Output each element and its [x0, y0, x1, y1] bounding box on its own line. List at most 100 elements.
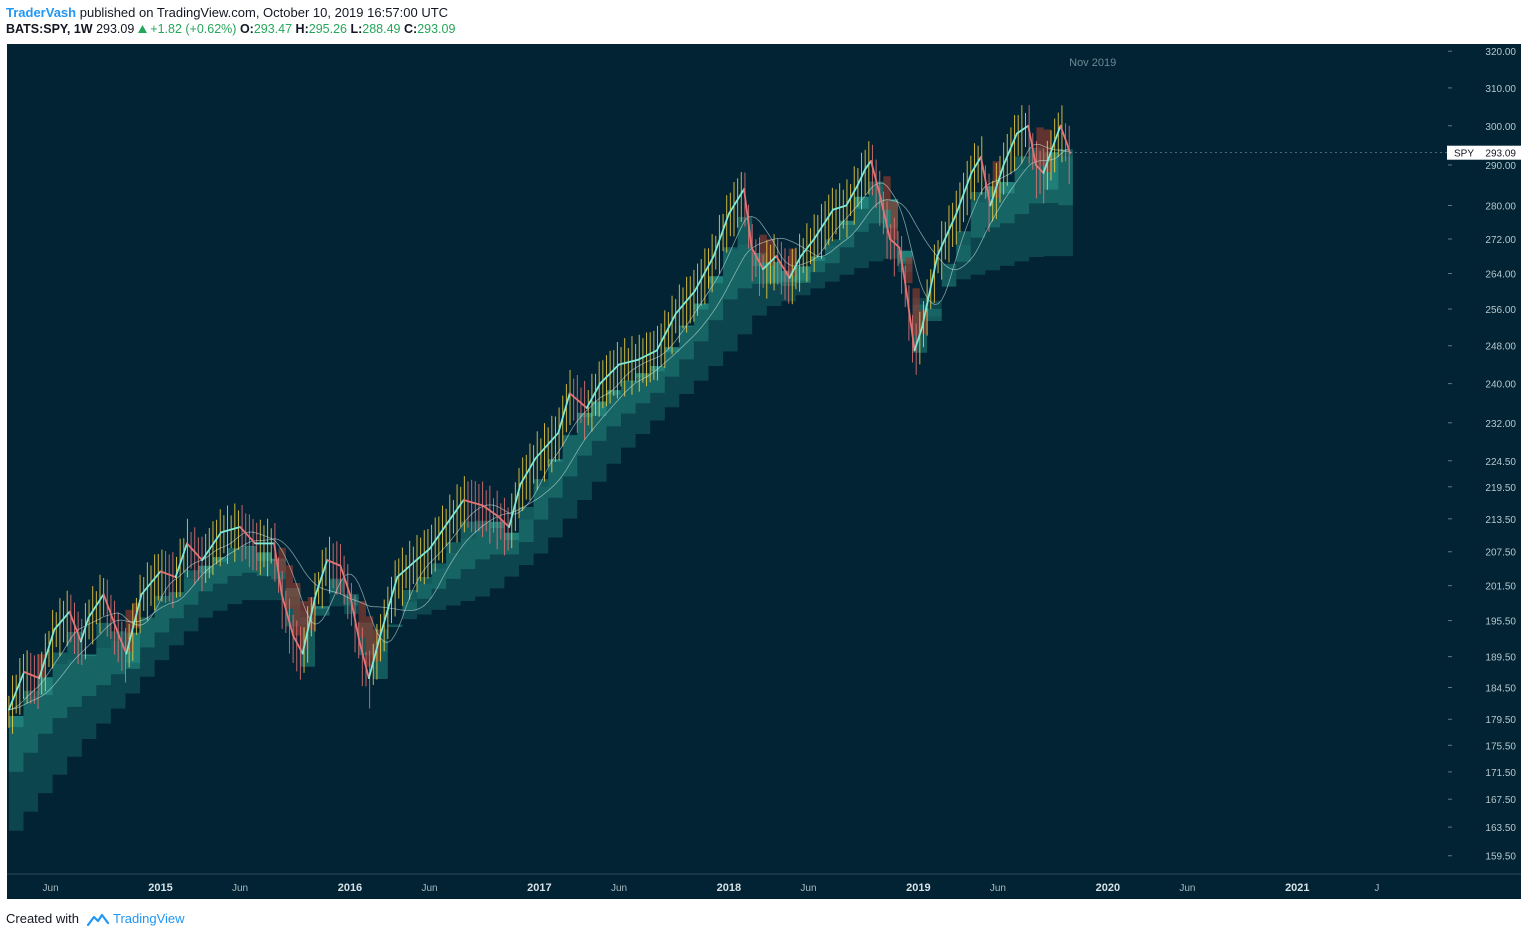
- price-segment: [358, 640, 370, 680]
- price-segment: [557, 392, 571, 434]
- price-segment: [618, 358, 639, 366]
- price-segment: [508, 483, 522, 528]
- price-segment: [1053, 124, 1062, 143]
- price-segment: [280, 593, 295, 637]
- price-segment: [1034, 164, 1045, 174]
- x-tick-month: Jun: [990, 883, 1006, 894]
- price-segment: [743, 188, 753, 249]
- price-segment: [273, 542, 283, 596]
- tradingview-logo-icon: [86, 913, 109, 926]
- close-value: 293.09: [417, 22, 456, 36]
- y-tick-label: 272.00: [1485, 235, 1516, 246]
- price-segment: [428, 520, 450, 550]
- y-tick-label: 264.00: [1485, 269, 1516, 280]
- x-tick-month: Jun: [232, 883, 248, 894]
- price-segment: [712, 212, 730, 258]
- author-link[interactable]: TraderVash: [6, 5, 77, 20]
- price-segment: [970, 156, 982, 174]
- cloud-outer-band: [8, 152, 1073, 831]
- footer: Created with TradingView: [6, 909, 185, 929]
- price-segment: [292, 634, 304, 655]
- y-tick-label: 195.50: [1485, 617, 1516, 628]
- last-price: 293.09: [96, 22, 135, 36]
- y-tick-label: 232.00: [1485, 419, 1516, 430]
- symbol-info: BATS:SPY, 1W 293.09 +1.82 (+0.62%) O:293…: [6, 21, 1522, 38]
- price-segment: [1027, 124, 1037, 166]
- price-segment: [674, 290, 696, 315]
- price-segment: [979, 156, 992, 207]
- crosshair-date-label: Nov 2019: [1069, 57, 1116, 69]
- price-segment: [415, 548, 431, 562]
- price-segment: [870, 160, 882, 199]
- y-tick-label: 207.50: [1485, 548, 1516, 559]
- price-segment: [462, 499, 484, 507]
- price-segment: [447, 499, 465, 523]
- x-tick-month: Jun: [1179, 883, 1195, 894]
- price-segment: [140, 570, 162, 596]
- price-segment: [599, 363, 620, 385]
- symbol-label: BATS:SPY, 1W: [6, 22, 93, 36]
- x-tick-month: J: [1374, 883, 1379, 894]
- price-segment: [174, 542, 188, 578]
- price-segment: [655, 312, 677, 352]
- last-price-symbol: SPY: [1454, 149, 1474, 160]
- x-tick-month: Jun: [611, 883, 627, 894]
- price-segment: [889, 238, 901, 249]
- price-segment: [799, 238, 816, 258]
- price-segment: [955, 172, 973, 215]
- price-segment: [904, 281, 916, 352]
- y-tick-label: 256.00: [1485, 305, 1516, 316]
- y-tick-label: 179.50: [1485, 715, 1516, 726]
- price-segment: [481, 504, 499, 518]
- y-tick-label: 189.50: [1485, 653, 1516, 664]
- chart-area[interactable]: 320.00 310.00 300.00 290.00 280.00 272.00 264.…: [7, 44, 1521, 899]
- price-segment: [1065, 140, 1071, 154]
- price-chart[interactable]: 320.00 310.00 300.00 290.00 280.00 272.00 264.…: [7, 44, 1521, 899]
- plot-background: [7, 44, 1521, 899]
- moving-average-fast: [8, 143, 1070, 710]
- price-segment: [117, 634, 128, 655]
- publish-info: TraderVash published on TradingView.com,…: [6, 4, 1522, 21]
- price-segment: [788, 255, 802, 279]
- price-segment: [585, 382, 601, 409]
- y-tick-label: 280.00: [1485, 201, 1516, 212]
- y-tick-label: 184.50: [1485, 683, 1516, 694]
- price-segment: [102, 593, 120, 637]
- y-tick-label: 300.00: [1485, 122, 1516, 133]
- x-tick-year: 2019: [906, 882, 930, 894]
- price-segment: [568, 392, 588, 409]
- x-tick-year: 2018: [717, 882, 741, 894]
- up-triangle-icon: [137, 24, 147, 33]
- y-tick-label: 201.50: [1485, 582, 1516, 593]
- y-tick-label: 310.00: [1485, 84, 1516, 95]
- price-segment: [898, 246, 907, 284]
- price-segment: [913, 326, 924, 352]
- price-segment: [879, 196, 891, 240]
- x-tick-year: 2015: [148, 882, 172, 894]
- price-segment: [750, 246, 764, 271]
- moving-average-slow: [8, 147, 1070, 710]
- price-segment: [496, 515, 511, 528]
- x-tick-year: 2017: [527, 882, 551, 894]
- x-tick-month: Jun: [43, 883, 59, 894]
- price-segment: [7, 671, 25, 711]
- y-tick-label: 171.50: [1485, 768, 1516, 779]
- last-price-badge: [1447, 145, 1521, 160]
- price-segment: [68, 610, 82, 643]
- price-segment: [727, 188, 745, 215]
- high-value: 295.26: [308, 22, 347, 36]
- price-segment: [326, 559, 342, 567]
- price-segment: [856, 168, 867, 186]
- price-segment: [832, 204, 848, 211]
- price-segment: [1059, 124, 1068, 143]
- created-with-text: Created with: [6, 911, 79, 926]
- y-tick-label: 224.50: [1485, 457, 1516, 468]
- price-segment: [339, 564, 351, 596]
- open-label: O:: [239, 22, 254, 36]
- price-segment: [239, 526, 257, 545]
- low-label: L:: [350, 22, 363, 36]
- y-tick-label: 213.50: [1485, 515, 1516, 526]
- price-segment: [396, 559, 418, 578]
- x-tick-month: Jun: [421, 883, 437, 894]
- tradingview-link[interactable]: TradingView: [113, 911, 185, 926]
